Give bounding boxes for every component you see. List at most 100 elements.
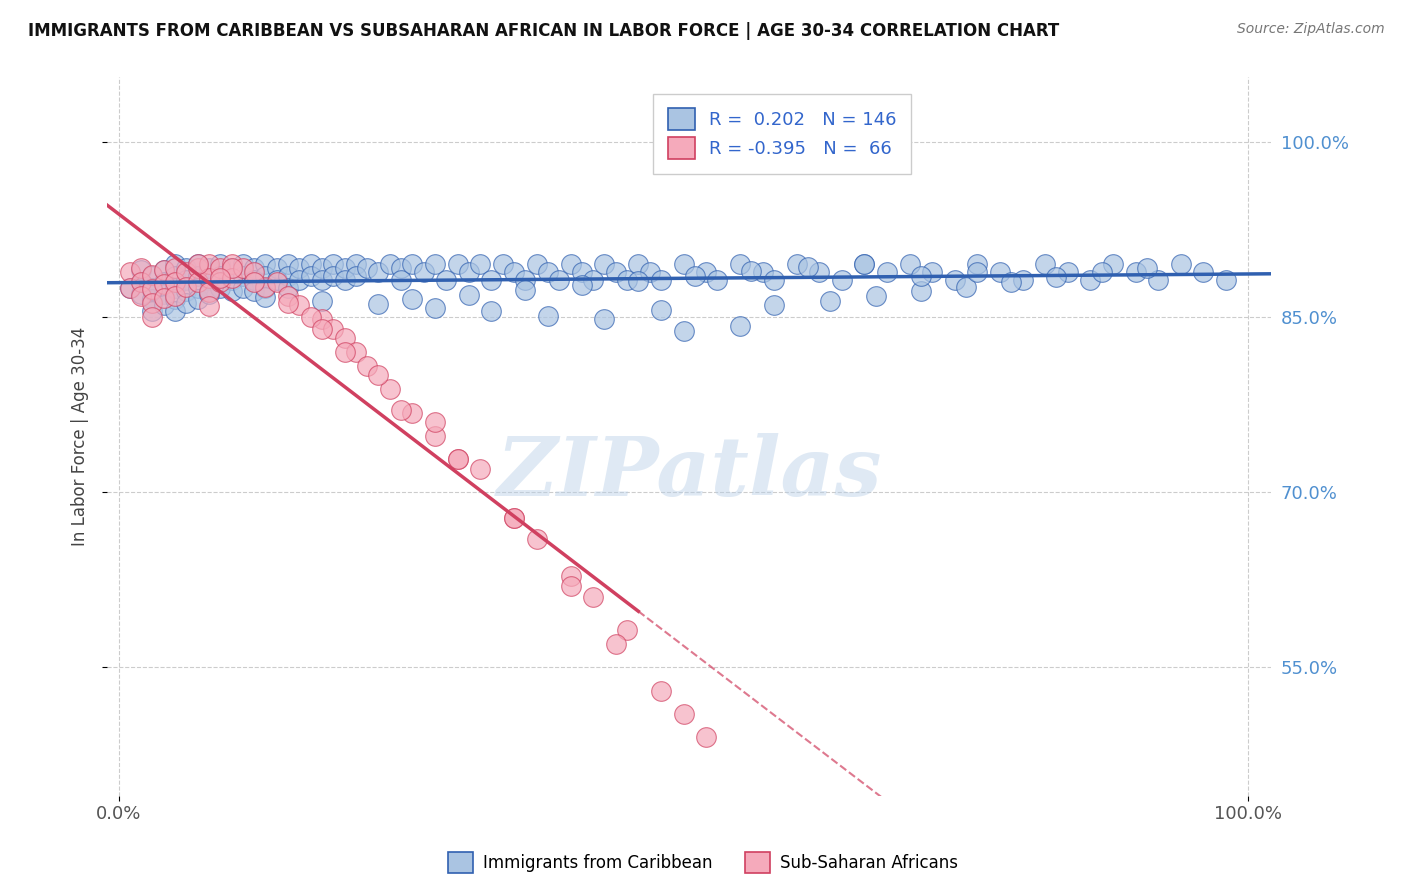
Point <box>367 297 389 311</box>
Point <box>129 275 152 289</box>
Point <box>762 298 785 312</box>
Point <box>198 272 221 286</box>
Point <box>322 321 344 335</box>
Point <box>820 293 842 308</box>
Point <box>118 265 141 279</box>
Point <box>503 510 526 524</box>
Point <box>165 281 187 295</box>
Legend: Immigrants from Caribbean, Sub-Saharan Africans: Immigrants from Caribbean, Sub-Saharan A… <box>441 846 965 880</box>
Point <box>1215 272 1237 286</box>
Point <box>176 272 198 286</box>
Point <box>221 272 243 286</box>
Point <box>751 265 773 279</box>
Point <box>129 289 152 303</box>
Point <box>728 319 751 334</box>
Point <box>560 257 582 271</box>
Point <box>605 265 627 279</box>
Point <box>198 260 221 275</box>
Point <box>118 281 141 295</box>
Point <box>797 260 820 274</box>
Point <box>232 281 254 295</box>
Point <box>627 274 650 288</box>
Point <box>187 257 209 271</box>
Point <box>221 260 243 275</box>
Point <box>740 264 762 278</box>
Point <box>1147 272 1170 286</box>
Point <box>1011 272 1033 286</box>
Point <box>254 290 277 304</box>
Point <box>356 260 378 275</box>
Point <box>344 345 367 359</box>
Point <box>865 289 887 303</box>
Point <box>232 268 254 283</box>
Point <box>503 510 526 524</box>
Point <box>446 257 468 271</box>
Point <box>311 272 333 286</box>
Point <box>254 257 277 271</box>
Point <box>593 312 616 326</box>
Point <box>706 272 728 286</box>
Point <box>571 278 593 293</box>
Point <box>481 272 503 286</box>
Point <box>571 265 593 279</box>
Point <box>198 299 221 313</box>
Point <box>299 257 322 271</box>
Point <box>650 272 672 286</box>
Point <box>165 293 187 307</box>
Point <box>243 265 266 279</box>
Point <box>288 298 311 312</box>
Point <box>389 272 412 286</box>
Point <box>176 279 198 293</box>
Point <box>470 257 492 271</box>
Point <box>808 265 831 279</box>
Point <box>966 265 988 279</box>
Point <box>446 452 468 467</box>
Point <box>762 272 785 286</box>
Point <box>356 359 378 373</box>
Point <box>187 281 209 295</box>
Point <box>503 265 526 279</box>
Point <box>152 298 174 312</box>
Point <box>152 291 174 305</box>
Point <box>209 275 232 289</box>
Point <box>333 260 356 275</box>
Point <box>434 272 457 286</box>
Point <box>187 260 209 275</box>
Point <box>165 289 187 303</box>
Point <box>367 368 389 383</box>
Point <box>853 257 876 271</box>
Point <box>1136 260 1159 275</box>
Point <box>141 304 163 318</box>
Y-axis label: In Labor Force | Age 30-34: In Labor Force | Age 30-34 <box>72 327 89 546</box>
Point <box>243 284 266 298</box>
Point <box>412 265 434 279</box>
Point <box>187 268 209 283</box>
Point <box>389 403 412 417</box>
Point <box>209 281 232 295</box>
Point <box>423 257 446 271</box>
Point <box>1056 265 1078 279</box>
Point <box>141 293 163 307</box>
Point <box>515 272 537 286</box>
Point <box>333 345 356 359</box>
Point <box>198 284 221 298</box>
Point <box>299 310 322 324</box>
Point <box>165 304 187 318</box>
Point <box>423 301 446 315</box>
Text: Source: ZipAtlas.com: Source: ZipAtlas.com <box>1237 22 1385 37</box>
Point <box>129 286 152 301</box>
Point <box>187 257 209 271</box>
Point <box>492 257 515 271</box>
Point <box>988 265 1011 279</box>
Point <box>1170 257 1192 271</box>
Point <box>141 282 163 296</box>
Point <box>266 272 288 286</box>
Point <box>209 257 232 271</box>
Point <box>165 260 187 275</box>
Point <box>288 272 311 286</box>
Legend: R =  0.202   N = 146, R = -0.395   N =  66: R = 0.202 N = 146, R = -0.395 N = 66 <box>654 94 911 174</box>
Point <box>560 578 582 592</box>
Point <box>1125 265 1147 279</box>
Point <box>593 257 616 271</box>
Point <box>209 271 232 285</box>
